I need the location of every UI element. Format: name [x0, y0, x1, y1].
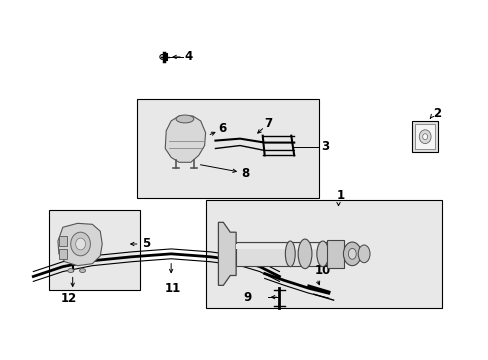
Text: 12: 12: [61, 292, 77, 305]
Bar: [411, 121, 437, 152]
Circle shape: [160, 54, 164, 59]
Ellipse shape: [422, 134, 427, 140]
Bar: [236, 242, 326, 266]
Text: 4: 4: [184, 50, 193, 63]
Bar: [137, 99, 318, 198]
Ellipse shape: [298, 239, 311, 269]
Bar: [236, 244, 326, 249]
Polygon shape: [165, 116, 205, 162]
Text: 8: 8: [241, 167, 249, 180]
Ellipse shape: [343, 242, 361, 266]
Text: 7: 7: [264, 117, 272, 130]
Ellipse shape: [76, 238, 85, 250]
Text: 1: 1: [336, 189, 344, 202]
Bar: [49, 210, 140, 290]
Text: 9: 9: [243, 291, 251, 304]
Circle shape: [70, 258, 76, 264]
Polygon shape: [218, 222, 236, 285]
Bar: [59, 236, 67, 246]
Ellipse shape: [285, 241, 295, 267]
Bar: [59, 249, 67, 259]
Text: 11: 11: [164, 282, 180, 295]
Ellipse shape: [71, 232, 90, 256]
Polygon shape: [58, 223, 102, 266]
Text: 10: 10: [314, 264, 330, 277]
Ellipse shape: [358, 245, 369, 263]
Ellipse shape: [176, 115, 193, 123]
Bar: [326, 240, 344, 267]
Text: 2: 2: [432, 107, 440, 120]
Ellipse shape: [68, 269, 74, 273]
Ellipse shape: [418, 130, 430, 144]
Bar: [414, 124, 434, 149]
Bar: [205, 200, 441, 308]
Text: 6: 6: [218, 122, 226, 135]
Text: 3: 3: [320, 140, 328, 153]
Ellipse shape: [316, 241, 328, 267]
Ellipse shape: [80, 269, 85, 273]
Text: 5: 5: [142, 238, 149, 251]
Ellipse shape: [347, 248, 356, 259]
